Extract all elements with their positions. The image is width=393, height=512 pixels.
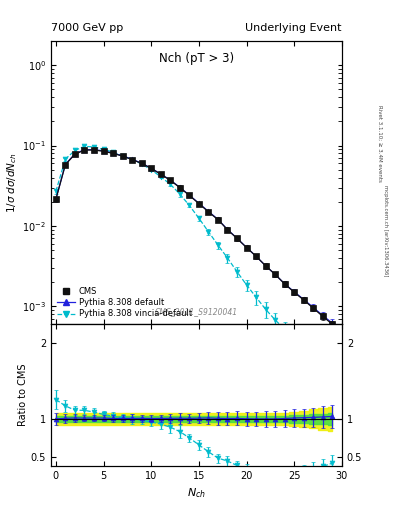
Text: CMS_2011_S9120041: CMS_2011_S9120041 [155, 307, 238, 316]
Text: Underlying Event: Underlying Event [245, 23, 342, 33]
Y-axis label: Ratio to CMS: Ratio to CMS [18, 364, 28, 426]
Legend: CMS, Pythia 8.308 default, Pythia 8.308 vincia-default: CMS, Pythia 8.308 default, Pythia 8.308 … [55, 286, 193, 320]
Text: 7000 GeV pp: 7000 GeV pp [51, 23, 123, 33]
Text: Rivet 3.1.10; ≥ 3.4M events: Rivet 3.1.10; ≥ 3.4M events [377, 105, 382, 182]
Text: Nch (pT > 3): Nch (pT > 3) [159, 52, 234, 66]
X-axis label: $N_{ch}$: $N_{ch}$ [187, 486, 206, 500]
Y-axis label: $1/\sigma\;d\sigma/dN_{ch}$: $1/\sigma\;d\sigma/dN_{ch}$ [6, 153, 20, 213]
Text: mcplots.cern.ch [arXiv:1306.3436]: mcplots.cern.ch [arXiv:1306.3436] [384, 185, 388, 276]
